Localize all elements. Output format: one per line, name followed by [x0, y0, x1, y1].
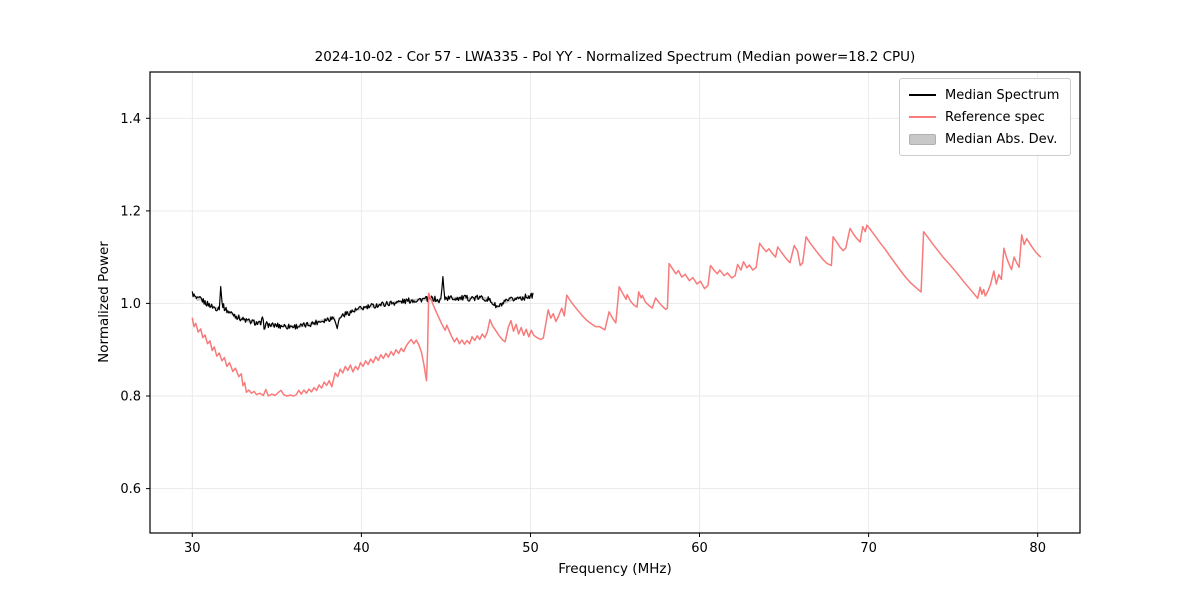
legend-line-swatch-median: [909, 94, 936, 96]
svg-text:60: 60: [691, 541, 708, 556]
svg-text:30: 30: [184, 541, 201, 556]
series-median-spectrum: [191, 276, 534, 330]
legend-item-median-abs-dev: Median Abs. Dev.: [909, 128, 1060, 150]
series-median-abs-dev-band: [192, 276, 534, 332]
svg-text:1.4: 1.4: [120, 112, 141, 127]
series-reference-spec: [191, 224, 1042, 397]
legend-item-reference-spec: Reference spec: [909, 106, 1060, 128]
svg-text:1.2: 1.2: [120, 204, 141, 219]
svg-text:80: 80: [1029, 541, 1046, 556]
svg-text:40: 40: [353, 541, 370, 556]
legend-label-median: Median Spectrum: [945, 87, 1060, 103]
svg-text:1.0: 1.0: [120, 297, 141, 312]
legend: Median Spectrum Reference spec Median Ab…: [899, 78, 1071, 156]
legend-patch-swatch-mad: [909, 133, 936, 145]
chart-title: 2024-10-02 - Cor 57 - LWA335 - Pol YY - …: [314, 49, 916, 65]
svg-text:50: 50: [522, 541, 539, 556]
svg-text:0.8: 0.8: [120, 390, 141, 405]
y-axis-label: Normalized Power: [96, 241, 112, 363]
svg-text:0.6: 0.6: [120, 482, 141, 497]
legend-item-median-spectrum: Median Spectrum: [909, 84, 1060, 106]
svg-text:70: 70: [860, 541, 877, 556]
legend-label-mad: Median Abs. Dev.: [945, 131, 1058, 147]
axis-ticks: 30 40 50 60 70 80 0.6 0.8 1.0 1.2 1.4: [120, 112, 1046, 556]
legend-line-swatch-reference: [909, 116, 936, 118]
legend-label-reference: Reference spec: [945, 109, 1045, 125]
x-axis-label: Frequency (MHz): [558, 561, 672, 577]
plot-frame: [149, 71, 1081, 534]
